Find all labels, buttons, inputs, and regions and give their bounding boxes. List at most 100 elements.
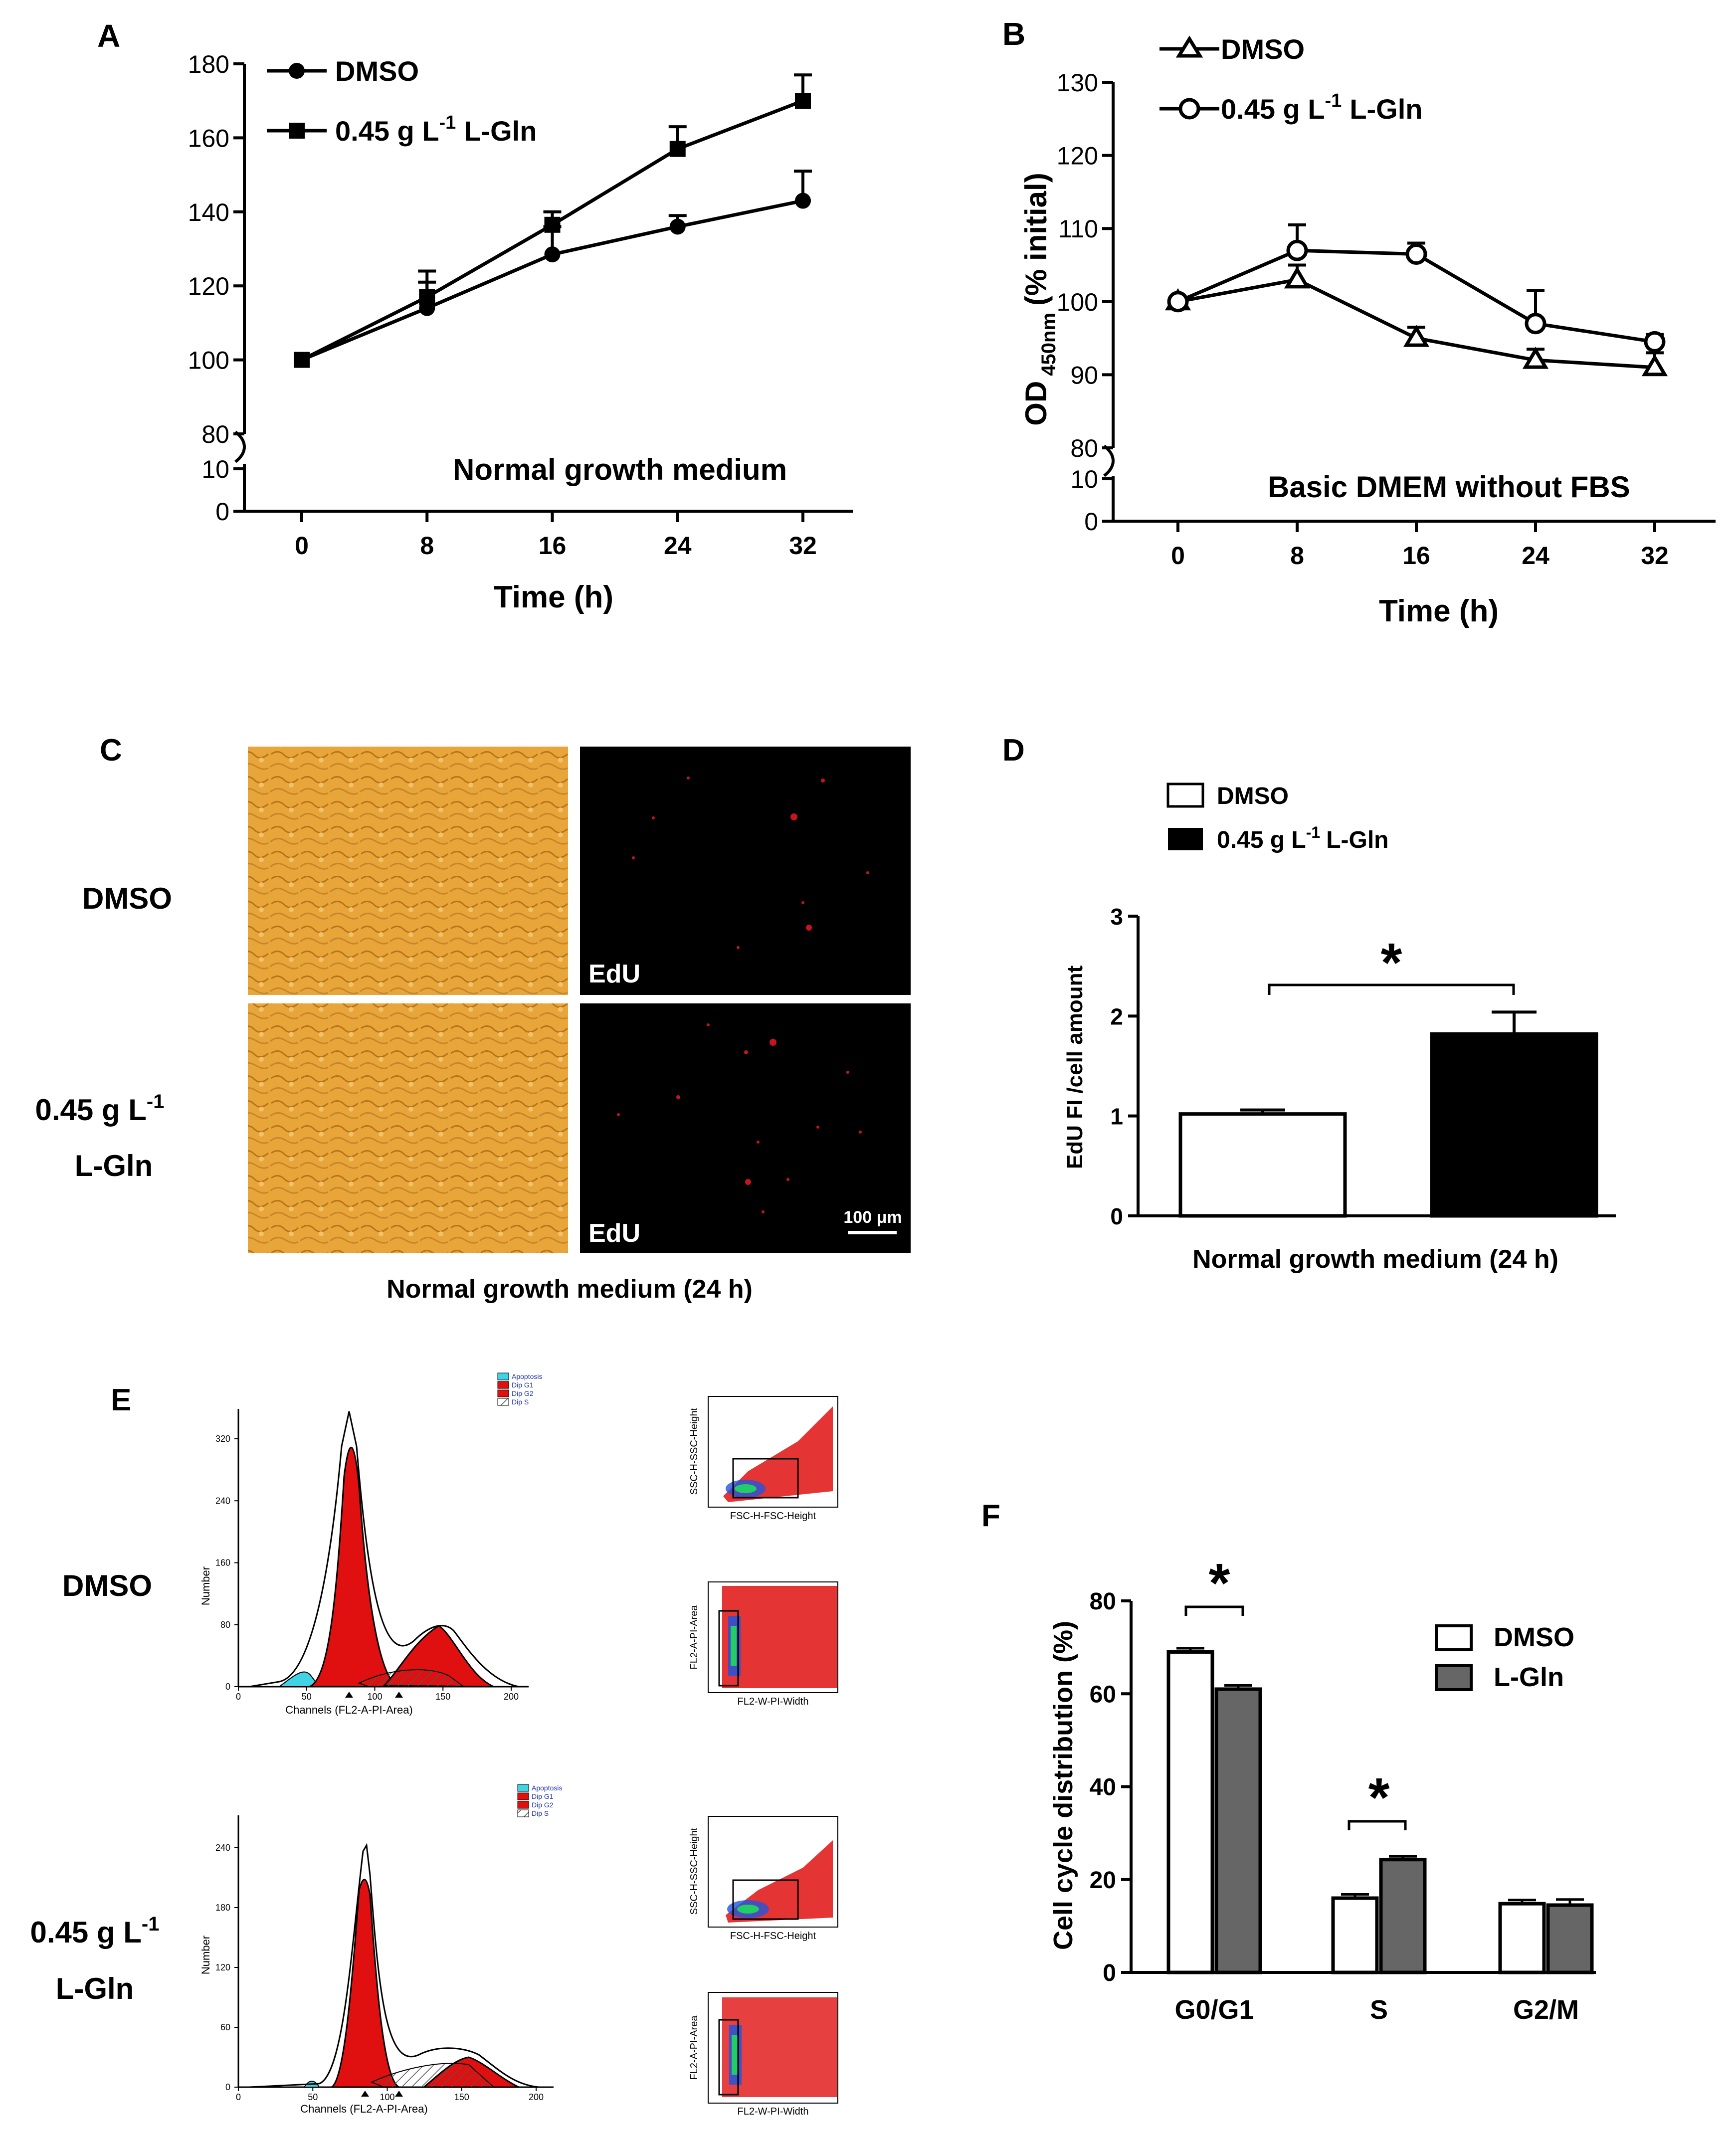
hist-dmso-x-tick-label-200: 200 [504,1692,519,1702]
scatter1-xlabel: FSC-H-FSC-Height [730,1511,816,1522]
scatter2-xlabel: FL2-W-PI-Width [738,1696,809,1707]
xlabel-d: Normal growth medium (24 h) [1192,1245,1558,1274]
legend-a-square-marker [289,123,305,139]
axis-a-break [234,430,246,463]
x-tick-label-24: 24 [664,532,692,560]
svg-text:0.45 g L-1L-Gln: 0.45 g L-1 L-Gln [335,112,537,147]
d-y-ticks: 0 1 2 3 [1110,904,1138,1229]
scatter4-xlabel: FL2-W-PI-Width [738,2106,809,2117]
hist-dmso-ylabel: Number [199,1566,212,1605]
hist-gln-x-tick-label-150: 150 [454,2092,469,2102]
hist-dmso-y-tick-label-80: 80 [220,1620,230,1630]
d-y-tick-label-1: 1 [1110,1104,1123,1130]
brightfield-image-gln [248,1003,568,1253]
panel-letter-a: A [97,18,120,54]
y-tick-label-90: 90 [1070,361,1098,389]
hist-outline-gln [249,1843,539,2088]
y-tick-label-lower-0: 0 [1084,508,1098,536]
e-row-label-gln-name: L-Gln [56,1972,134,2005]
x-tick-label-8: 8 [420,532,434,560]
hist-dmso-x-tick-label-100: 100 [367,1692,382,1702]
y-tick-label-120: 120 [188,272,229,300]
f-bar-2-1 [1546,1903,1594,1974]
legend-b-circle-marker [1178,98,1200,120]
panel-letter-c: C [100,733,122,768]
a-x-ticks: 0 8 16 24 32 [295,511,817,560]
histogram-dmso: Number Channels (FL2-A-PI-Area) 0 50 100 15… [199,1409,529,1716]
x-tick-label-0: 0 [295,532,309,560]
f-bar-0-1 [1214,1687,1262,1974]
panel-letter-b: B [1002,16,1025,52]
d-bar-0 [1178,1112,1347,1218]
edu-image-dmso [580,747,911,995]
hist-gln-y-tick-label-0: 0 [225,2082,230,2092]
hist-dmso-y-tick-label-160: 160 [215,1558,230,1568]
ylabel-d: EdU FI /cell amount [1063,966,1087,1169]
d-y-tick-label-2: 2 [1110,1003,1123,1029]
f-bar-2-0 [1498,1902,1546,1974]
y-tick-label-80: 80 [1070,434,1098,462]
data-point-0-3 [669,218,686,235]
hist-gln-y-tick-label-180: 180 [215,1903,230,1913]
f-y-ticks: 0 20 40 60 80 [1090,1588,1131,1986]
legend-b-gln-name: L-Gln [1350,93,1422,125]
annotation-a: Normal growth medium [453,453,787,486]
hist-dmso-xlabel: Channels (FL2-A-PI-Area) [285,1704,413,1716]
legend-d-gln-text: 0.45 g L [1217,827,1306,853]
f-x-label-1: S [1370,1995,1388,2025]
hist-gln-y-tick-label-120: 120 [215,1962,230,1972]
hist-apoptosis-dmso [277,1671,320,1687]
series-line-0 [1177,278,1655,370]
data-point-1-1 [1286,239,1308,261]
b-x-ticks: 0 8 16 24 32 [1171,521,1669,570]
legend-d-gln-name: L-Gln [1326,827,1388,853]
hist-dmso-y-tick-label-320: 320 [215,1434,230,1444]
f-x-label-2: G2/M [1513,1995,1579,2025]
scatter2-ylabel: FL2-A-PI-Area [689,1605,700,1670]
x-tick-label-8: 8 [1290,542,1304,570]
data-point-1-2 [544,216,561,233]
significance-bracket-d [1268,983,1515,995]
scatter1-ylabel: SSC-H-SSC-Height [689,1407,700,1495]
svg-text:0.45 g L-1L-Gln: 0.45 g L-1 L-Gln [1217,823,1388,853]
data-point-0-1 [1284,266,1311,289]
a-y-ticks: 80 100 120 140 160 180 0 10 [188,50,244,526]
legend-b-sup: -1 [1325,90,1342,111]
panel-f: F 0 20 40 60 80 G0/G1 S G2/M Cell cycle distri… [981,1499,1596,2025]
data-point-0-2 [1403,325,1430,347]
d-y-tick-label-0: 0 [1110,1203,1123,1229]
histogram-gln: Number Channels (FL2-A-PI-Area) 0 50 100 15… [199,1815,554,2115]
legend-e-bottom-g1: Dip G1 [532,1792,554,1800]
y-tick-label-100: 100 [188,347,229,375]
f-y-tick-label-80: 80 [1090,1588,1116,1615]
ylabel-b: OD450nm(% initial) [1019,173,1060,425]
legend-a: DMSO 0.45 g L-1 L-Gln [267,55,537,147]
f-bar-0-0 [1166,1650,1214,1974]
panel-e: E DMSO 0.45 g L-1 L-Gln Number Channels … [30,1372,838,2117]
legend-e-top-s: Dip S [512,1398,529,1406]
c-row-label-dmso: DMSO [82,882,172,915]
x-tick-label-32: 32 [789,532,817,560]
scatter-fl2-dmso: FL2-W-PI-Width FL2-A-PI-Area [689,1581,838,1707]
hist-g1-peak-gln [329,1879,399,2088]
legend-b-triangle-marker [1175,35,1203,58]
y-tick-label-lower-0: 0 [215,498,229,526]
significance-star-f-g1: * [1209,1553,1230,1614]
significance-bracket-f-s [1348,1820,1407,1830]
hist-gln-ylabel: Number [199,1936,212,1974]
annotation-b: Basic DMEM without FBS [1268,470,1630,504]
hist-gln-x-tick-label-50: 50 [308,2092,318,2102]
legend-f-swatch-lgln [1435,1664,1473,1691]
legend-b-dmso: DMSO [1221,33,1305,65]
panel-c: C DMSO 0.45 g L-1 L-Gln EdU EdU 100 μm N… [35,733,911,1304]
scale-bar [848,1231,897,1234]
data-point-1-0 [1167,291,1189,313]
edu-dots [617,777,869,1213]
legend-e-bottom: Apoptosis Dip G1 Dip G2 Dip S [517,1784,562,1817]
panel-d: D DMSO 0.45 g L-1 L-Gln 0 1 2 3 EdU FI /cell… [1002,733,1616,1274]
x-tick-label-16: 16 [1402,542,1430,570]
legend-a-sup: -1 [439,112,456,133]
panel-letter-f: F [981,1499,1000,1533]
legend-a-gln-text: 0.45 g L [335,115,439,147]
